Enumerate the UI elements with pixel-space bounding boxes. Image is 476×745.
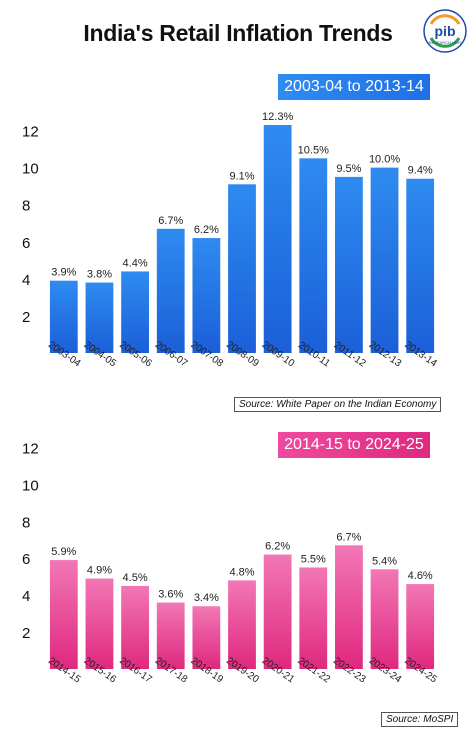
bar [49, 280, 78, 353]
data-label: 3.6% [158, 589, 183, 601]
data-label: 5.9% [51, 546, 76, 558]
y-tick-label: 8 [22, 514, 30, 531]
y-tick-label: 10 [22, 161, 39, 178]
bar [335, 545, 363, 669]
data-label: 6.7% [158, 215, 183, 227]
bar [263, 124, 292, 353]
bar [406, 178, 435, 353]
bar [335, 176, 363, 353]
data-label: 6.7% [336, 531, 361, 543]
data-label: 6.2% [265, 541, 290, 553]
bar [192, 238, 221, 353]
y-tick-label: 2 [22, 625, 30, 642]
data-label: 4.9% [87, 565, 112, 577]
data-label: 5.5% [301, 553, 326, 565]
bar [228, 580, 256, 669]
bar [370, 167, 399, 353]
data-label: 10.5% [298, 144, 329, 156]
y-tick-label: 4 [22, 588, 30, 605]
bar [406, 584, 435, 669]
data-label: 6.2% [194, 224, 219, 236]
chart2-source: Source: MoSPI [381, 712, 459, 727]
page-title: India's Retail Inflation Trends [83, 20, 393, 46]
bar [49, 560, 78, 669]
y-tick-label: 12 [22, 124, 39, 141]
bar [192, 606, 221, 669]
y-tick-label: 4 [22, 272, 30, 289]
pib-logo: pib RESEARCH UNIT [423, 9, 467, 53]
data-label: 3.9% [51, 267, 76, 279]
bar [263, 554, 292, 669]
data-label: 4.6% [408, 570, 433, 582]
bar [156, 602, 185, 669]
chart1-period-badge: 2003-04 to 2013-14 [278, 74, 430, 100]
bar [370, 569, 399, 669]
y-tick-label: 2 [22, 309, 30, 326]
bar [85, 282, 114, 353]
bar [299, 567, 328, 669]
data-label: 3.4% [194, 592, 219, 604]
chart1-source: Source: White Paper on the Indian Econom… [234, 397, 442, 412]
y-tick-label: 6 [22, 551, 30, 568]
bar [121, 585, 149, 669]
y-tick-label: 6 [22, 235, 30, 252]
data-label: 4.5% [123, 572, 148, 584]
data-label: 4.8% [229, 566, 254, 578]
data-label: 12.3% [262, 111, 293, 123]
data-label: 4.4% [123, 257, 148, 269]
logo-subtext: RESEARCH UNIT [429, 40, 462, 45]
data-label: 5.4% [372, 555, 397, 567]
data-label: 9.5% [336, 163, 361, 175]
bar [156, 228, 185, 353]
bar [85, 578, 114, 669]
bar [121, 271, 149, 353]
data-label: 9.4% [408, 165, 433, 177]
logo-text: pib [435, 23, 456, 39]
chart-2003-2014: 246810123.9%2003-043.8%2004-054.4%2005-0… [22, 111, 439, 370]
data-label: 3.8% [87, 269, 112, 281]
bar [228, 184, 256, 353]
y-tick-label: 8 [22, 198, 30, 215]
chart-2014-2025: 246810125.9%2014-154.9%2015-164.5%2016-1… [22, 440, 439, 685]
data-label: 9.1% [229, 170, 254, 182]
y-tick-label: 12 [22, 440, 39, 457]
y-tick-label: 10 [22, 477, 39, 494]
bar [299, 158, 328, 353]
chart2-period-badge: 2014-15 to 2024-25 [278, 432, 430, 458]
data-label: 10.0% [369, 154, 400, 166]
